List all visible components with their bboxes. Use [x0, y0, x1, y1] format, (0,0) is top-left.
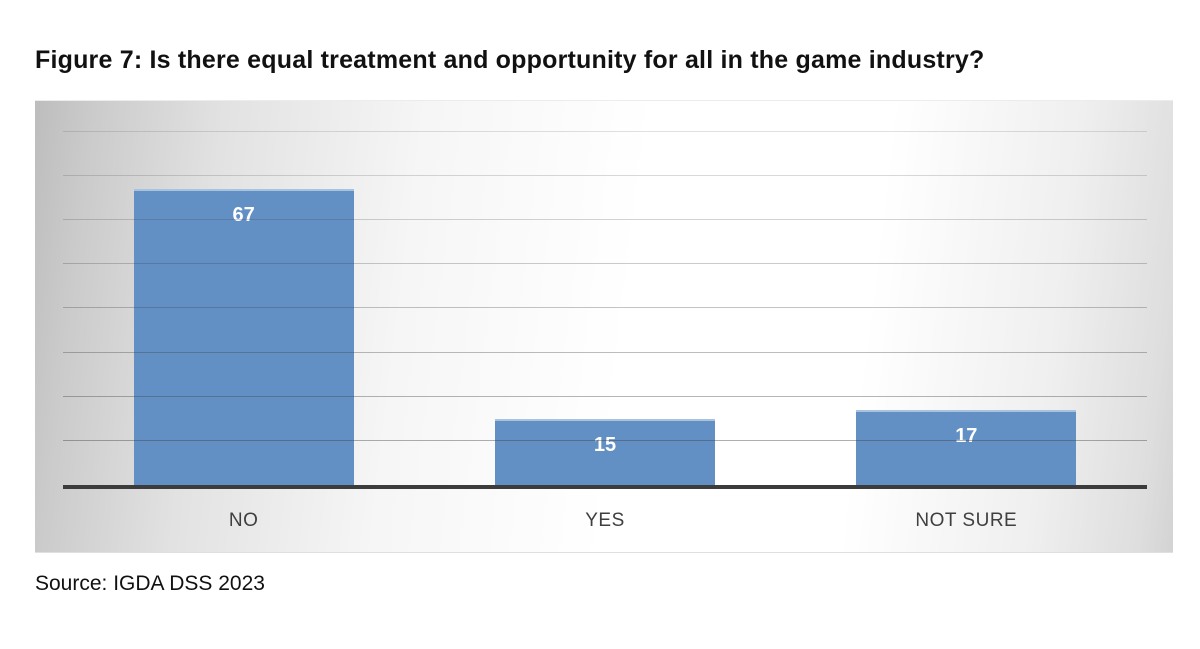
bar-yes: 15 — [494, 418, 715, 485]
bar-value-label: 67 — [232, 204, 255, 227]
figure-title: Figure 7: Is there equal treatment and o… — [35, 46, 985, 74]
bar-not-sure: 17 — [856, 409, 1077, 485]
bar-value-label: 15 — [593, 433, 617, 456]
category-axis-labels: NO YES NOT SURE — [63, 490, 1147, 552]
x-axis-line — [63, 485, 1147, 489]
bar-slot-yes: 15 — [424, 101, 785, 485]
bar-slot-no: 67 — [63, 101, 424, 485]
category-label-no: NO — [228, 510, 259, 531]
bar-slot-not-sure: 17 — [786, 101, 1147, 485]
bar-value-label: 17 — [955, 424, 978, 447]
category-label-not-sure: NOT SURE — [915, 510, 1018, 531]
bar-chart: 67 15 17 NO YES NOT SURE — [35, 100, 1173, 552]
bars-container: 67 15 17 — [63, 101, 1147, 485]
category-label-yes: YES — [585, 510, 625, 531]
source-caption: Source: IGDA DSS 2023 — [35, 572, 265, 595]
plot-area: 67 15 17 — [63, 101, 1147, 489]
bar-no: 67 — [133, 189, 354, 485]
